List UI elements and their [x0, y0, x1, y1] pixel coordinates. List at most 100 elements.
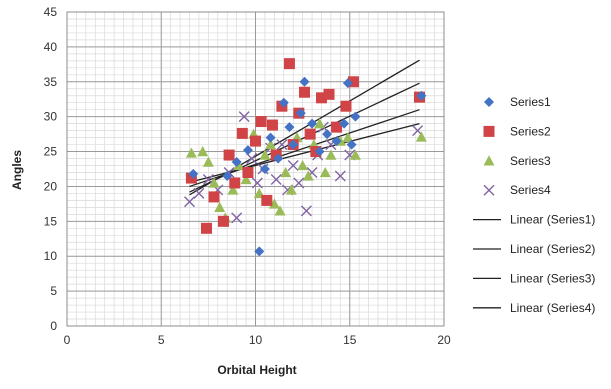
data-point-series1	[295, 108, 306, 119]
y-tick-label: 40	[44, 40, 58, 54]
data-point-series1	[278, 97, 289, 108]
legend-item: Series2	[483, 124, 551, 138]
data-point-series4	[193, 187, 205, 199]
data-point-series2	[242, 166, 254, 178]
y-tick-label: 0	[50, 319, 57, 333]
data-point-series2	[270, 149, 282, 161]
data-point-series2	[299, 86, 311, 98]
data-point-series2	[236, 127, 248, 139]
x-tick-label: 15	[343, 333, 357, 347]
data-point-series2	[315, 92, 327, 104]
data-point-series1	[188, 168, 199, 179]
data-point-series3	[280, 166, 292, 178]
data-point-series2	[323, 88, 335, 100]
data-point-series3	[259, 149, 271, 160]
data-point-series3	[268, 198, 280, 209]
legend-item: Linear (Series2)	[473, 242, 595, 256]
legend-label: Linear (Series2)	[510, 242, 595, 256]
data-point-series3	[349, 149, 361, 160]
y-tick-label: 45	[44, 5, 58, 19]
data-point-series3	[227, 184, 239, 195]
data-point-series2	[340, 100, 352, 112]
legend-marker-swatch	[483, 155, 495, 166]
axes: 0 5 10 15 20 0 5 10 15 20 25 30 35 40 45	[44, 5, 451, 347]
x-tick-label: 20	[437, 333, 451, 347]
data-point-series1	[322, 129, 333, 140]
data-point-series3	[208, 177, 220, 188]
data-points	[184, 58, 427, 257]
data-point-series1	[331, 136, 342, 147]
legend-item: Series4	[483, 183, 551, 197]
data-point-series2	[200, 222, 212, 234]
data-point-series1	[288, 139, 299, 150]
data-point-series3	[342, 132, 354, 143]
data-point-series4	[246, 153, 258, 165]
x-tick-label: 10	[249, 333, 263, 347]
data-point-series3	[240, 173, 252, 185]
y-tick-label: 15	[44, 214, 58, 228]
legend-item: Series1	[484, 95, 551, 109]
data-point-series1	[284, 122, 295, 133]
data-point-series2	[348, 76, 360, 88]
legend-label: Series1	[510, 95, 551, 109]
y-tick-label: 30	[44, 110, 58, 124]
legend-item: Linear (Series4)	[473, 301, 595, 315]
data-point-series4	[238, 111, 250, 123]
data-point-series2	[185, 172, 197, 184]
legend-label: Linear (Series4)	[510, 301, 595, 315]
legend-label: Linear (Series3)	[510, 271, 595, 285]
data-point-series4	[270, 173, 282, 185]
y-tick-label: 35	[44, 75, 58, 89]
x-tick-label: 0	[64, 333, 71, 347]
data-point-series1	[242, 145, 253, 156]
y-tick-label: 5	[50, 284, 57, 298]
data-point-series1	[222, 170, 233, 181]
y-tick-label: 20	[44, 179, 58, 193]
data-point-series3	[314, 118, 326, 129]
data-point-series3	[185, 147, 197, 158]
data-point-series2	[304, 128, 316, 140]
data-point-series2	[331, 121, 343, 133]
data-point-series4	[184, 196, 196, 208]
data-point-series3	[265, 139, 277, 150]
data-point-series4	[300, 205, 312, 217]
data-point-series4	[251, 177, 263, 189]
y-tick-label: 10	[44, 249, 58, 263]
series-series1	[188, 76, 427, 257]
data-point-series1	[350, 111, 361, 122]
x-axis-title: Orbital Height	[217, 363, 296, 377]
data-point-series3	[214, 201, 226, 213]
y-tick-label: 25	[44, 145, 58, 159]
data-point-series1	[342, 78, 353, 89]
data-point-series2	[261, 194, 273, 206]
x-tick-label: 5	[158, 333, 165, 347]
legend-label: Series4	[510, 183, 551, 197]
data-point-series4	[276, 139, 288, 151]
data-point-series3	[297, 160, 309, 171]
data-point-series1	[265, 132, 276, 143]
data-point-series3	[202, 156, 214, 167]
data-point-series2	[250, 135, 261, 147]
data-point-series1	[273, 153, 284, 164]
series-series2	[185, 58, 425, 234]
data-point-series2	[276, 100, 288, 112]
legend-item: Linear (Series3)	[473, 271, 595, 285]
data-point-series3	[319, 166, 331, 178]
legend-marker-swatch	[483, 184, 495, 196]
plot-area-border	[66, 11, 445, 327]
data-point-series3	[325, 149, 337, 160]
legend-marker-swatch	[484, 97, 494, 107]
data-point-series1	[307, 118, 318, 129]
data-point-series2	[229, 177, 241, 189]
legend-item: Series3	[483, 154, 551, 168]
legend-label: Linear (Series1)	[510, 213, 595, 227]
data-point-series1	[299, 76, 310, 87]
data-point-series1	[416, 90, 427, 101]
data-point-series1	[254, 246, 265, 257]
data-point-series1	[314, 146, 325, 157]
grid	[66, 11, 445, 327]
data-point-series3	[285, 184, 297, 195]
data-point-series4	[293, 177, 305, 189]
